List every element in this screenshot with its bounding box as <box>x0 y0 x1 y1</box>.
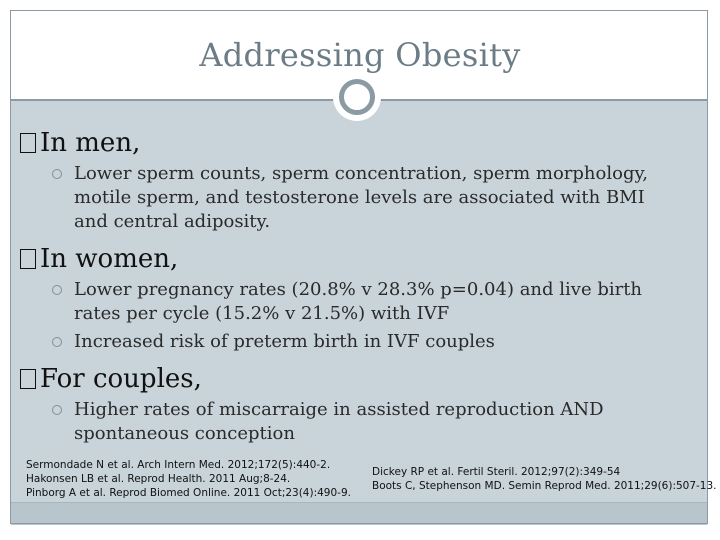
reference-line: Boots C, Stephenson MD. Semin Reprod Med… <box>372 480 717 492</box>
bullet-item: Higher rates of miscarraige in assisted … <box>52 398 682 446</box>
bullet-item: Lower pregnancy rates (20.8% v 28.3% p=0… <box>52 278 682 326</box>
square-bullet-icon <box>20 133 36 153</box>
references-right: Dickey RP et al. Fertil Steril. 2012;97(… <box>372 465 717 493</box>
footer-bar <box>11 502 707 525</box>
bullet-item: Increased risk of preterm birth in IVF c… <box>52 330 682 354</box>
circle-bullet-icon <box>52 169 62 179</box>
reference-line: Hakonsen LB et al. Reprod Health. 2011 A… <box>26 473 291 485</box>
divider-ring-icon <box>339 79 375 115</box>
bullet-item: Lower sperm counts, sperm concentration,… <box>52 162 682 234</box>
slide-frame <box>10 10 708 524</box>
circle-bullet-icon <box>52 337 62 347</box>
references-left: Sermondade N et al. Arch Intern Med. 201… <box>26 458 351 500</box>
circle-bullet-icon <box>52 285 62 295</box>
content-area <box>11 99 707 524</box>
section-heading-men: In men, <box>20 128 140 158</box>
square-bullet-icon <box>20 249 36 269</box>
reference-line: Sermondade N et al. Arch Intern Med. 201… <box>26 459 331 471</box>
section-heading-couples: For couples, <box>20 364 202 394</box>
section-heading-women: In women, <box>20 244 178 274</box>
square-bullet-icon <box>20 369 36 389</box>
circle-bullet-icon <box>52 405 62 415</box>
reference-line: Pinborg A et al. Reprod Biomed Online. 2… <box>26 487 351 499</box>
reference-line: Dickey RP et al. Fertil Steril. 2012;97(… <box>372 466 621 478</box>
slide-title: Addressing Obesity <box>199 36 521 74</box>
